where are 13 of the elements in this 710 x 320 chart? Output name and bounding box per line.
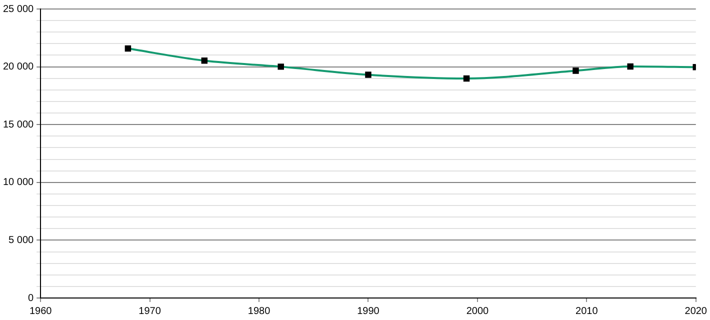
x-tick-label: 2000 [466, 306, 490, 317]
y-tick-label: 10 000 [2, 177, 34, 188]
y-tick-label: 15 000 [2, 119, 34, 130]
x-tick-label: 1980 [248, 306, 271, 317]
y-tick-label: 0 [28, 292, 34, 304]
x-tick-label: 2010 [576, 306, 598, 317]
y-tick-label: 25 000 [2, 4, 34, 15]
y-tick-label: 20 000 [2, 62, 34, 73]
x-tick-label: 1960 [29, 306, 52, 317]
x-tick-label: 2020 [684, 306, 708, 317]
x-tick-label: 1990 [357, 306, 380, 317]
y-tick-label: 5 000 [8, 234, 34, 246]
x-tick-label: 1970 [138, 306, 162, 317]
